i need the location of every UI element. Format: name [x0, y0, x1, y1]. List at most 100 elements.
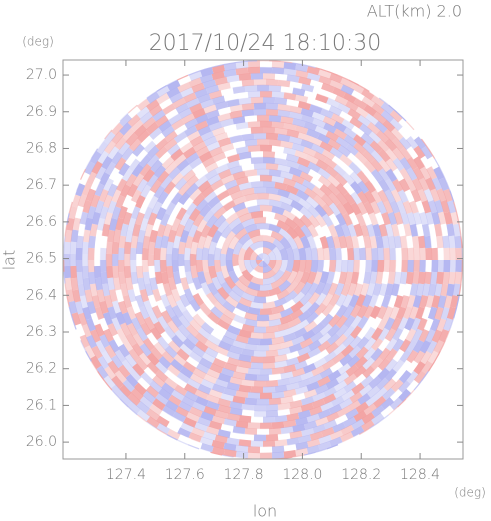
radar-texture: [137, 76, 151, 89]
radar-texture: [72, 456, 86, 459]
radar-texture: [227, 236, 240, 250]
radar-texture: [268, 312, 282, 321]
radar-texture: [455, 318, 463, 332]
radar-texture: [335, 293, 347, 308]
radar-texture: [350, 271, 360, 285]
radar-texture: [208, 241, 218, 255]
radar-texture: [262, 264, 273, 274]
radar-texture: [171, 389, 185, 402]
radar-texture: [161, 382, 175, 395]
radar-texture: [214, 100, 229, 111]
radar-texture: [131, 342, 144, 357]
radar-texture: [181, 490, 192, 494]
radar-texture: [108, 74, 123, 88]
radar-texture: [365, 483, 376, 488]
radar-texture: [241, 323, 255, 333]
radar-texture: [115, 484, 125, 490]
radar-texture: [148, 380, 163, 393]
radar-texture: [362, 24, 373, 29]
radar-texture: [174, 439, 189, 451]
radar-texture: [154, 361, 169, 375]
radar-texture: [429, 188, 441, 202]
radar-texture: [17, 206, 19, 218]
radar-texture: [337, 362, 352, 376]
radar-texture: [232, 241, 244, 256]
radar-texture: [90, 177, 101, 191]
radar-texture: [184, 235, 194, 249]
radar-texture: [456, 404, 463, 418]
radar-texture: [277, 109, 291, 118]
radar-texture: [365, 113, 379, 126]
radar-texture: [449, 188, 460, 202]
radar-texture: [91, 295, 101, 309]
radar-texture: [155, 92, 170, 105]
radar-texture: [146, 361, 160, 375]
radar-texture: [241, 348, 255, 357]
radar-texture: [89, 109, 103, 124]
radar-texture: [87, 454, 102, 459]
radar-texture: [359, 123, 373, 136]
radar-texture: [424, 235, 432, 249]
radar-texture: [366, 385, 381, 399]
radar-texture: [91, 82, 105, 96]
radar-texture: [224, 330, 238, 341]
radar-texture: [278, 279, 292, 293]
radar-texture: [63, 318, 65, 332]
radar-texture: [235, 207, 250, 218]
radar-texture: [86, 205, 97, 220]
radar-texture: [250, 234, 264, 244]
radar-texture: [180, 422, 194, 433]
radar-texture: [33, 167, 37, 178]
radar-texture: [275, 16, 287, 17]
radar-texture: [472, 83, 480, 92]
radar-texture: [420, 360, 433, 375]
radar-texture: [310, 259, 319, 273]
radar-texture: [441, 103, 455, 118]
radar-texture: [362, 149, 376, 164]
radar-texture: [238, 73, 252, 81]
radar-texture: [72, 361, 85, 376]
radar-texture: [93, 475, 103, 482]
radar-texture: [187, 282, 199, 296]
radar-texture: [133, 6, 144, 11]
radar-texture: [340, 247, 349, 261]
radar-texture: [362, 294, 373, 308]
radar-texture: [377, 148, 391, 163]
radar-texture: [235, 390, 249, 399]
radar-texture: [385, 348, 398, 362]
radar-texture: [174, 384, 188, 397]
radar-texture: [82, 277, 91, 291]
radar-texture: [277, 408, 291, 417]
radar-texture: [188, 350, 203, 363]
radar-texture: [239, 503, 251, 504]
radar-texture: [207, 491, 219, 494]
radar-texture: [278, 22, 290, 23]
radar-texture: [423, 317, 435, 332]
radar-texture: [195, 488, 207, 491]
radar-texture: [437, 60, 451, 69]
radar-texture: [335, 324, 349, 338]
radar-texture: [63, 92, 71, 106]
radar-texture: [427, 156, 439, 170]
radar-texture: [274, 73, 288, 81]
radar-texture: [342, 334, 355, 348]
radar-texture: [63, 47, 72, 55]
radar-texture: [100, 433, 114, 446]
radar-texture: [277, 377, 291, 387]
radar-texture: [400, 79, 414, 93]
radar-texture: [244, 318, 258, 327]
radar-texture: [97, 101, 111, 115]
radar-texture: [477, 353, 482, 364]
radar-texture: [136, 98, 151, 111]
radar-texture: [195, 308, 209, 322]
radar-texture: [336, 102, 351, 114]
radar-texture: [141, 448, 156, 459]
radar-texture: [408, 70, 422, 83]
radar-texture: [357, 315, 370, 330]
radar-texture: [347, 399, 361, 412]
radar-texture: [262, 156, 276, 164]
radar-texture: [171, 247, 180, 261]
radar-texture: [177, 241, 187, 255]
radar-texture: [127, 113, 141, 127]
radar-texture: [311, 321, 326, 335]
